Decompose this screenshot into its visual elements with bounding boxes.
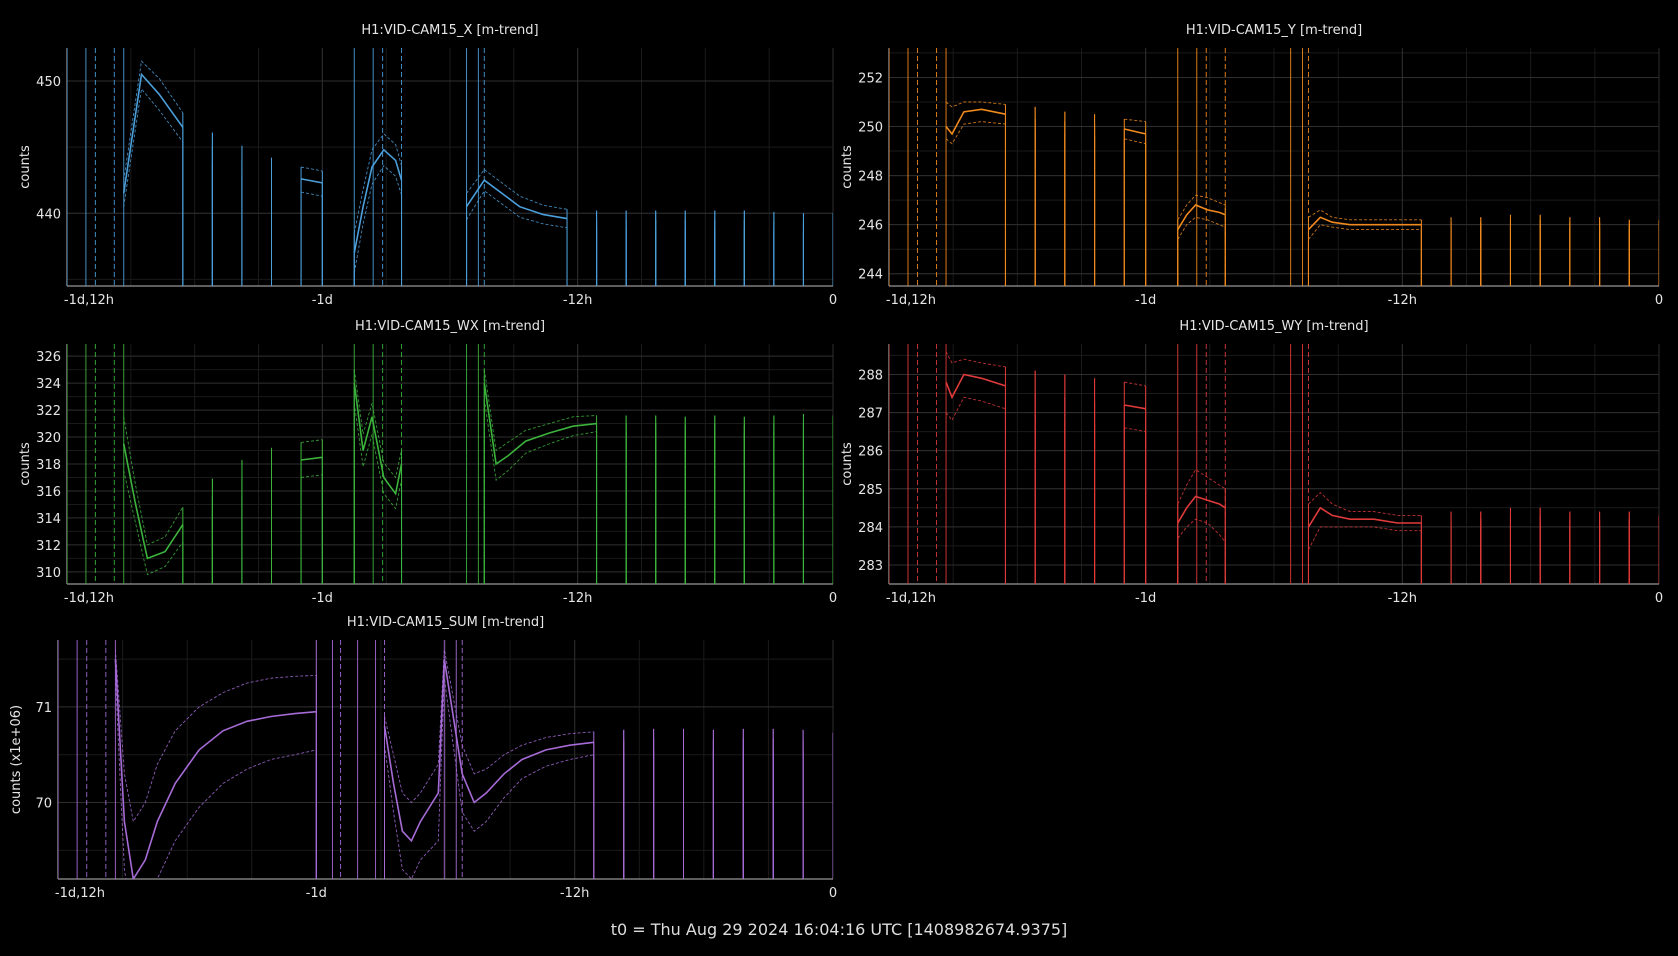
chart-title-h1-vid-cam15-sum-m-trend: H1:VID-CAM15_SUM [m-trend] [347, 615, 544, 630]
x-tick-label: -1d [312, 591, 333, 606]
y-tick-label: 70 [35, 797, 52, 812]
chart-title-h1-vid-cam15-wy-m-trend: H1:VID-CAM15_WY [m-trend] [1179, 319, 1368, 334]
y-tick-label: 244 [858, 268, 883, 283]
y-tick-label: 314 [36, 512, 61, 527]
t0-footer: t0 = Thu Aug 29 2024 16:04:16 UTC [14089… [610, 920, 1068, 939]
series-group [889, 344, 1659, 584]
y-axis-label: counts [18, 442, 33, 486]
chart-panel-5: H1:VID-CAM15_SUM [m-trend] counts (x1e+06… [9, 615, 837, 901]
y-tick-label: 248 [858, 170, 883, 185]
y-tick-label: 283 [858, 559, 883, 574]
y-tick-label: 250 [858, 121, 883, 136]
chart-panel-3: H1:VID-CAM15_WX [m-trend] counts -1d,12h -1… [18, 319, 837, 606]
series-group [67, 48, 833, 286]
x-tick-label: 0 [829, 886, 837, 901]
x-tick-label: -1d,12h [55, 886, 105, 901]
chart-title-h1-vid-cam15-wx-m-trend: H1:VID-CAM15_WX [m-trend] [355, 319, 545, 334]
x-tick-label: -1d,12h [886, 293, 936, 308]
series-line-mean [115, 659, 833, 879]
x-tick-label: -12h [560, 886, 589, 901]
chart-panel-2: H1:VID-CAM15_Y [m-trend] counts -1d,12h -1d… [840, 23, 1663, 308]
x-tick-label: -12h [1388, 293, 1417, 308]
x-tick-label: 0 [1655, 591, 1663, 606]
x-tick-label: 0 [829, 293, 837, 308]
y-tick-label: 286 [858, 445, 883, 460]
series-group [58, 640, 833, 879]
y-axis-label: counts (x1e+06) [9, 705, 24, 814]
x-tick-label: -1d,12h [64, 591, 114, 606]
y-tick-label: 71 [35, 701, 52, 716]
y-tick-label: 288 [858, 368, 883, 383]
y-axis-label: counts [840, 145, 855, 189]
y-tick-label: 284 [858, 521, 883, 536]
chart-title-h1-vid-cam15-x-m-trend: H1:VID-CAM15_X [m-trend] [361, 23, 538, 38]
x-tick-label: -12h [563, 293, 592, 308]
y-tick-label: 440 [36, 207, 61, 222]
x-tick-label: -1d [312, 293, 333, 308]
series-group [67, 344, 833, 584]
y-tick-label: 318 [36, 458, 61, 473]
x-tick-label: -1d [306, 886, 327, 901]
chart-title-h1-vid-cam15-y-m-trend: H1:VID-CAM15_Y [m-trend] [1186, 23, 1362, 38]
chart-panel-4: H1:VID-CAM15_WY [m-trend] counts -1d,12h -1… [840, 319, 1663, 606]
series-group [889, 48, 1659, 286]
y-tick-label: 287 [858, 407, 883, 422]
chart-panel-1: H1:VID-CAM15_X [m-trend] counts -1d,12h -1d… [18, 23, 837, 308]
y-tick-label: 320 [36, 431, 61, 446]
y-tick-label: 450 [36, 75, 61, 90]
y-tick-label: 252 [858, 71, 883, 86]
x-tick-label: 0 [829, 591, 837, 606]
y-axis-label: counts [18, 145, 33, 189]
x-tick-label: -1d [1135, 591, 1156, 606]
y-tick-label: 310 [36, 566, 61, 581]
x-tick-label: -1d [1135, 293, 1156, 308]
x-tick-label: 0 [1655, 293, 1663, 308]
y-tick-label: 285 [858, 483, 883, 498]
y-axis-label: counts [840, 442, 855, 486]
x-tick-label: -1d,12h [886, 591, 936, 606]
x-tick-label: -12h [563, 591, 592, 606]
series-line-max [115, 650, 833, 822]
y-tick-label: 326 [36, 350, 61, 365]
x-tick-label: -12h [1388, 591, 1417, 606]
y-tick-label: 316 [36, 485, 61, 500]
y-tick-label: 322 [36, 404, 61, 419]
y-tick-label: 324 [36, 377, 61, 392]
x-tick-label: -1d,12h [64, 293, 114, 308]
y-tick-label: 312 [36, 539, 61, 554]
y-tick-label: 246 [858, 219, 883, 234]
